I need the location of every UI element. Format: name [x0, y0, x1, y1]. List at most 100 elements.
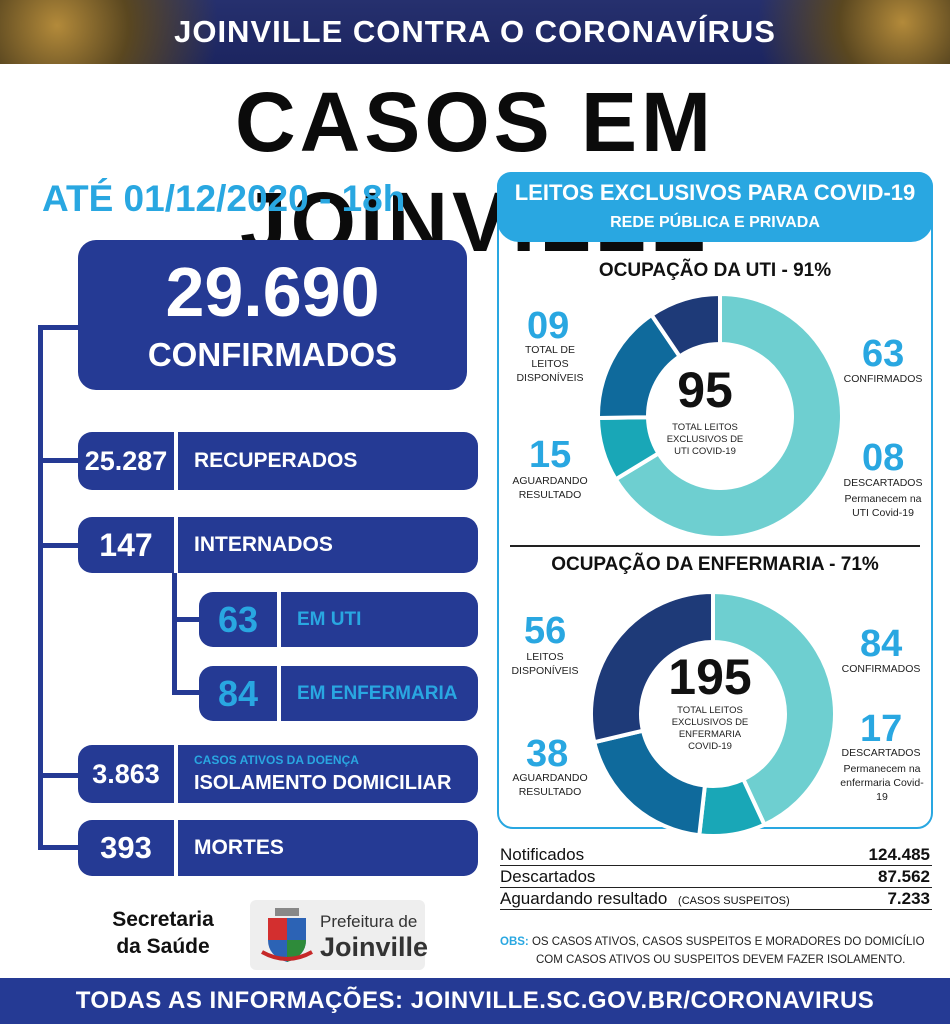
observation-note: OBS: OS CASOS ATIVOS, CASOS SUSPEITOS E … [500, 933, 932, 969]
ward-donut-chart [589, 589, 837, 838]
confirmed-value: 29.690 [165, 253, 380, 331]
recovered-label: RECUPERADOS [194, 449, 358, 472]
secretaria-label: Secretaria da Saúde [98, 906, 228, 960]
ward-chart-title: OCUPAÇÃO DA ENFERMARIA - 71% [551, 554, 879, 575]
logo-line-1: Prefeitura de [320, 912, 418, 931]
icu-value: 63 [217, 598, 259, 640]
separator [277, 592, 281, 647]
prefeitura-logo: Prefeitura de Joinville [250, 900, 429, 970]
deaths-value: 393 [100, 830, 152, 865]
stat-row-waiting: Aguardando resultado (CASOS SUSPEITOS) 7… [500, 888, 932, 910]
beds-title: LEITOS EXCLUSIVOS PARA COVID-19 [514, 180, 916, 205]
icu-waiting-value: 15 [529, 434, 572, 476]
tree-branch-recovered [38, 458, 82, 463]
ward-center-value: 195 [668, 649, 752, 705]
secretaria-line-2: da Saúde [116, 935, 210, 958]
deaths-label: MORTES [194, 836, 284, 859]
separator [277, 666, 281, 721]
beds-subtitle: REDE PÚBLICA E PRIVADA [610, 214, 820, 231]
ward-confirmed-label: CONFIRMADOS [841, 663, 921, 675]
recovered-box: 25.287 RECUPERADOS [78, 432, 478, 490]
stat-label-text: Aguardando resultado [500, 889, 668, 908]
confirmed-label: CONFIRMADOS [147, 336, 398, 373]
ward-value: 84 [217, 672, 259, 714]
icu-box: 63 EM UTI [199, 592, 478, 647]
ward-confirmed-value: 84 [860, 623, 903, 665]
icu-confirmed-label: CONFIRMADOS [843, 373, 923, 385]
note-prefix: OBS: [500, 936, 529, 948]
icu-center-caption: TOTAL LEITOS EXCLUSIVOS DE UTI COVID-19 [666, 422, 744, 457]
separator [174, 820, 178, 876]
bottom-banner-text: TODAS AS INFORMAÇÕES: JOINVILLE.SC.GOV.B… [75, 987, 875, 1014]
tree-branch-hospitalized [38, 543, 82, 548]
hospitalized-box: 147 INTERNADOS [78, 517, 478, 573]
stat-label-extra: (CASOS SUSPEITOS) [678, 895, 790, 907]
ward-discarded-label: DESCARTADOS [841, 747, 921, 759]
home-isolation-label: ISOLAMENTO DOMICILIAR [194, 772, 452, 794]
hospitalized-value: 147 [99, 526, 153, 563]
bottom-banner: TODAS AS INFORMAÇÕES: JOINVILLE.SC.GOV.B… [0, 978, 950, 1024]
banner-text: JOINVILLE CONTRA O CORONAVÍRUS [174, 14, 776, 49]
icu-waiting-label: AGUARDANDO RESULTADO [512, 475, 588, 501]
hospitalized-label: INTERNADOS [194, 533, 333, 556]
stat-value: 124.485 [868, 845, 930, 864]
icu-slice-3 [648, 291, 722, 360]
ward-slice-0 [711, 589, 837, 828]
ward-discarded-note: Permanecem na enfermaria Covid-19 [840, 763, 924, 803]
stat-label: Notificados [500, 845, 585, 864]
ward-available-label: LEITOS DISPONÍVEIS [511, 651, 579, 677]
ward-waiting-label: AGUARDANDO RESULTADO [512, 772, 588, 798]
ward-waiting-value: 38 [526, 733, 569, 775]
icu-slice-0 [612, 291, 844, 540]
stat-value: 87.562 [878, 867, 930, 886]
tree-branch-home [38, 773, 82, 778]
home-isolation-box: 3.863 CASOS ATIVOS DA DOENÇA ISOLAMENTO … [78, 745, 478, 803]
icu-discarded-value: 08 [862, 437, 905, 479]
ward-discarded-value: 17 [860, 708, 903, 750]
confirmed-box [78, 240, 467, 390]
icu-available-value: 09 [527, 305, 570, 347]
home-isolation-value: 3.863 [92, 758, 160, 789]
ward-slice-3 [589, 589, 715, 745]
icu-confirmed-value: 63 [862, 333, 905, 375]
tree-branch-deaths [38, 845, 82, 850]
icu-donut-hole [650, 346, 790, 486]
stat-row-discarded: Descartados 87.562 [500, 866, 932, 888]
stat-value: 7.233 [887, 889, 930, 908]
icu-discarded-note: Permanecem na UTI Covid-19 [844, 493, 922, 519]
ward-center-caption: TOTAL LEITOS EXCLUSIVOS DE ENFERMARIA CO… [671, 705, 749, 752]
subtree-branch-icu [172, 617, 204, 622]
ward-label: EM ENFERMARIA [297, 682, 458, 704]
stat-row-notified: Notificados 124.485 [500, 844, 932, 866]
note-line-1: OBS: OS CASOS ATIVOS, CASOS SUSPEITOS E … [500, 933, 932, 951]
icu-center-value: 95 [677, 362, 733, 418]
subtree-trunk [172, 560, 177, 695]
icu-label: EM UTI [297, 608, 362, 630]
icu-discarded-label: DESCARTADOS [843, 477, 923, 489]
separator [174, 432, 178, 490]
stat-label: Aguardando resultado (CASOS SUSPEITOS) [500, 889, 790, 909]
icu-donut-chart [595, 291, 844, 540]
ward-donut-hole [643, 644, 783, 784]
subtree-branch-ward [172, 690, 204, 695]
coat-of-arms-icon [261, 908, 313, 962]
icu-chart-title: OCUPAÇÃO DA UTI - 91% [598, 260, 832, 281]
tree-branch-confirmed [38, 325, 82, 330]
panel-divider [510, 545, 920, 547]
separator [174, 517, 178, 573]
secretaria-line-1: Secretaria [112, 908, 214, 931]
top-banner: JOINVILLE CONTRA O CORONAVÍRUS [0, 0, 950, 64]
deaths-box: 393 MORTES [78, 820, 478, 876]
logo-line-2: Joinville [320, 932, 429, 962]
stat-label: Descartados [500, 867, 596, 886]
tree-trunk [38, 326, 43, 848]
ward-available-value: 56 [524, 610, 567, 652]
ward-box: 84 EM ENFERMARIA [199, 666, 478, 721]
recovered-value: 25.287 [84, 445, 168, 476]
beds-header [497, 172, 933, 242]
separator [174, 745, 178, 803]
note-text-2: COM CASOS ATIVOS OU SUSPEITOS DEVEM FAZE… [536, 954, 906, 966]
note-text-1: OS CASOS ATIVOS, CASOS SUSPEITOS E MORAD… [531, 936, 925, 948]
home-isolation-caption: CASOS ATIVOS DA DOENÇA [194, 753, 359, 767]
icu-available-label: TOTAL DE LEITOS DISPONÍVEIS [516, 344, 584, 384]
